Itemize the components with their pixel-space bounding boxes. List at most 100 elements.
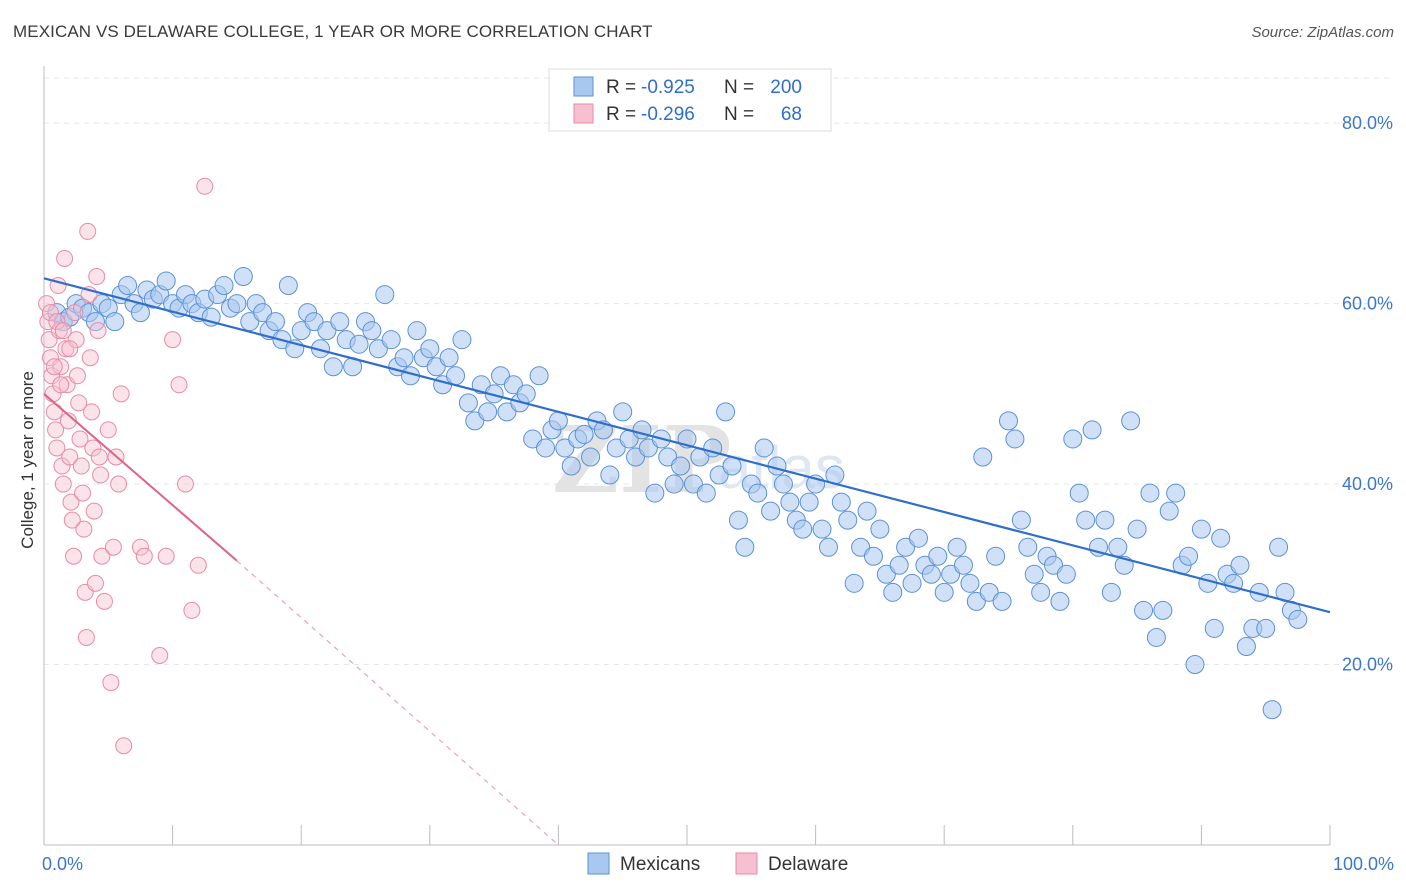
- delaware-point: [74, 484, 92, 502]
- delaware-point: [62, 493, 80, 511]
- delaware-point: [70, 394, 88, 412]
- delaware-point: [115, 737, 133, 755]
- mexicans-point: [1031, 582, 1051, 602]
- mexicans-point: [253, 303, 273, 323]
- mexicans-point: [999, 411, 1018, 431]
- delaware-trend-extension: [236, 560, 559, 846]
- mexicans-point: [574, 424, 594, 444]
- delaware-point: [176, 475, 194, 493]
- mexicans-point: [497, 402, 517, 422]
- mexicans-point: [966, 591, 986, 611]
- mexicans-point: [130, 303, 150, 323]
- mexicans-point: [1101, 582, 1121, 602]
- mexicans-point: [381, 330, 401, 350]
- mexicans-point: [600, 465, 620, 485]
- legend-box: [548, 68, 832, 132]
- mexicans-point: [953, 555, 973, 575]
- mexicans-point: [1230, 555, 1250, 575]
- delaware-point: [61, 448, 79, 466]
- delaware-point: [83, 403, 101, 421]
- mexicans-point: [394, 348, 414, 368]
- legend-n-value-1: 200: [770, 77, 802, 98]
- delaware-point: [89, 322, 107, 340]
- mexicans-point: [857, 501, 877, 521]
- delaware-point: [131, 538, 149, 556]
- mexicans-point: [883, 582, 903, 602]
- mexicans-point: [1191, 519, 1211, 539]
- y-tick-label: 20.0%: [1342, 655, 1393, 675]
- y-tick-labels: 20.0% 40.0% 60.0% 80.0%: [1342, 113, 1393, 674]
- mexicans-point: [426, 357, 446, 377]
- mexicans-point: [1050, 591, 1070, 611]
- delaware-point: [164, 331, 182, 349]
- delaware-point: [54, 322, 72, 340]
- mexicans-point: [214, 276, 234, 296]
- mexicans-point: [1288, 609, 1308, 629]
- delaware-point: [77, 628, 95, 646]
- mexicans-point: [1185, 655, 1205, 675]
- mexicans-point: [754, 438, 774, 458]
- mexicans-point: [1153, 600, 1173, 620]
- mexicans-point: [1076, 510, 1096, 530]
- mexicans-point: [523, 429, 543, 449]
- delaware-point: [157, 547, 175, 565]
- mexicans-point: [491, 366, 511, 386]
- legend-r-label-2: R =: [606, 104, 636, 125]
- mexicans-point: [921, 564, 941, 584]
- delaware-point: [52, 376, 70, 394]
- mexicans-point: [1262, 700, 1282, 720]
- delaware-trend-line: [43, 393, 238, 562]
- mexicans-point: [992, 591, 1012, 611]
- mexicans-point: [863, 546, 883, 566]
- mexicans-point: [1108, 537, 1128, 557]
- mexicans-point: [812, 519, 832, 539]
- mexicans-point: [838, 510, 858, 530]
- mexicans-point: [638, 438, 658, 458]
- mexicans-point: [793, 519, 813, 539]
- delaware-point: [84, 439, 102, 457]
- mexicans-points: [47, 267, 1308, 720]
- mexicans-point: [446, 366, 466, 386]
- delaware-point: [90, 448, 108, 466]
- legend-r-value-1: -0.925: [641, 77, 695, 98]
- bottom-legend-delaware: Delaware: [768, 854, 848, 875]
- delaware-point: [54, 475, 72, 493]
- mexicans-point: [265, 312, 285, 332]
- mexicans-point: [1011, 510, 1031, 530]
- trend-lines: [43, 277, 1331, 846]
- mexicans-point: [902, 573, 922, 593]
- mexicans-point: [645, 483, 665, 503]
- mexicans-point: [555, 438, 575, 458]
- mexicans-point: [773, 474, 793, 494]
- mexicans-point: [947, 537, 967, 557]
- delaware-point: [88, 268, 106, 286]
- chart-title: MEXICAN VS DELAWARE COLLEGE, 1 YEAR OR M…: [13, 22, 653, 41]
- mexicans-point: [1063, 429, 1083, 449]
- bottom-legend-mexicans: Mexicans: [620, 854, 700, 875]
- delaware-point: [183, 601, 201, 619]
- mexicans-point: [1204, 618, 1224, 638]
- delaware-point: [99, 421, 117, 439]
- delaware-point: [75, 520, 93, 538]
- delaware-point: [56, 249, 74, 267]
- mexicans-point: [606, 438, 626, 458]
- delaware-point: [61, 340, 79, 358]
- mexicans-point: [780, 492, 800, 512]
- mexicans-point: [561, 456, 581, 476]
- mexicans-point: [896, 537, 916, 557]
- mexicans-point: [626, 447, 646, 467]
- mexicans-point: [156, 271, 176, 291]
- mexicans-point: [851, 537, 871, 557]
- delaware-point: [48, 313, 66, 331]
- mexicans-point: [671, 456, 691, 476]
- x-tick-label: 100.0%: [1333, 854, 1394, 874]
- mexicans-point: [407, 321, 427, 341]
- delaware-point: [196, 177, 214, 195]
- mexicans-point: [1159, 501, 1179, 521]
- delaware-point: [47, 421, 65, 439]
- mexicans-point: [536, 438, 556, 458]
- mexicans-point: [362, 321, 382, 341]
- mexicans-point: [664, 474, 684, 494]
- delaware-points: [38, 177, 214, 755]
